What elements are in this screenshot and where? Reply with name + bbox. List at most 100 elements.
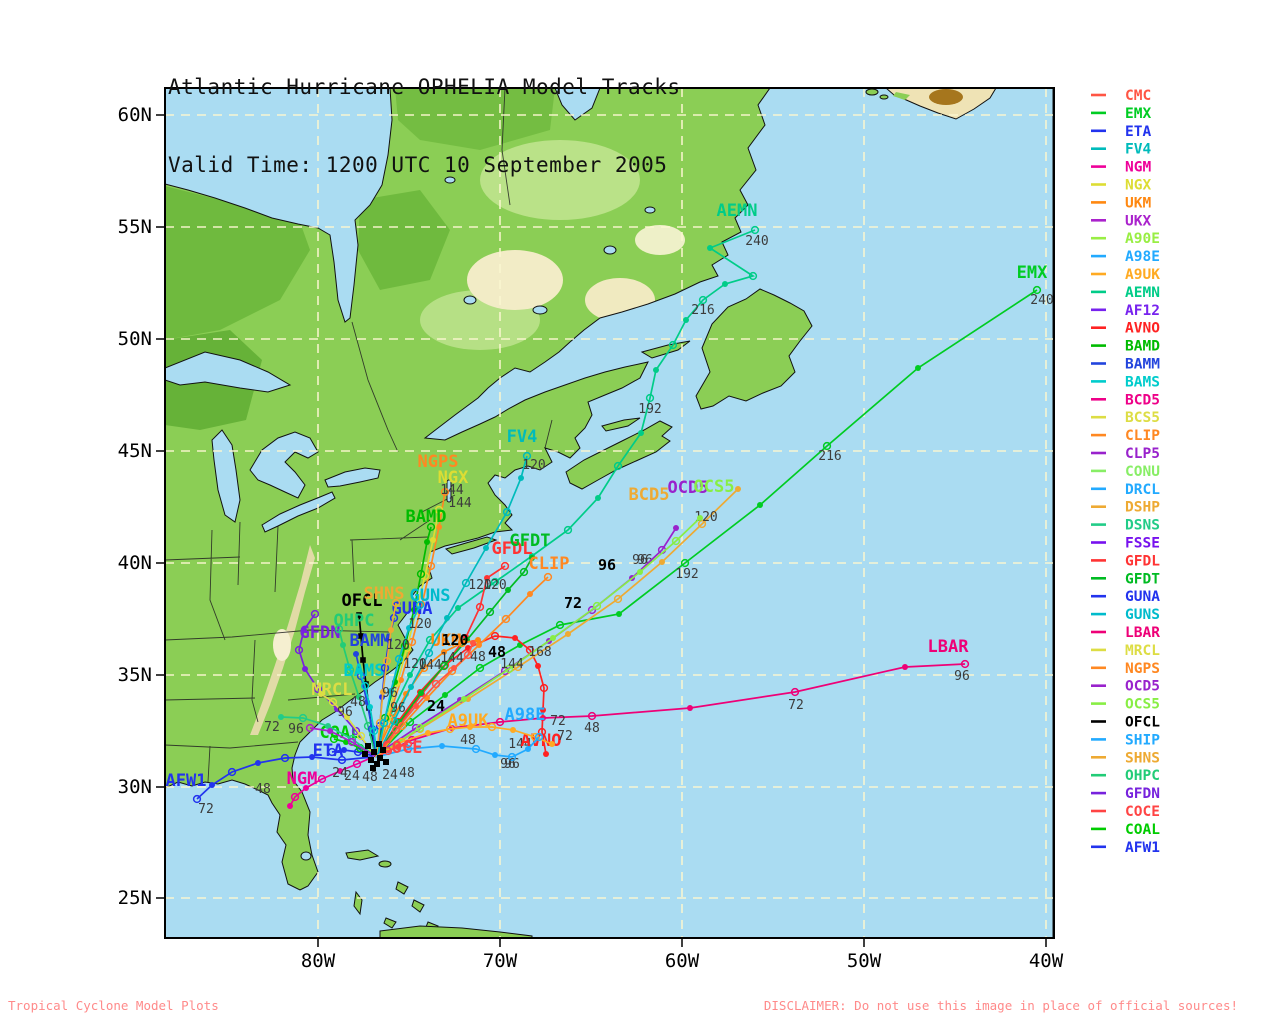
- legend-item-ngps: NGPS: [1125, 661, 1160, 677]
- track-point-filled: [492, 752, 498, 758]
- track-point-filled: [540, 707, 546, 713]
- legend-item-bcs5: BCS5: [1125, 410, 1160, 426]
- track-point-filled: [444, 615, 450, 621]
- track-label-ngps: NGPS: [418, 452, 459, 472]
- track-point-filled: [430, 537, 436, 543]
- track-point-open: [613, 594, 623, 604]
- lat-tick-label: 25N: [118, 887, 152, 909]
- lat-tick-label: 55N: [118, 216, 152, 238]
- track-point-open: [502, 507, 512, 517]
- legend-item-ship: SHIP: [1125, 732, 1160, 748]
- track-point-open: [328, 697, 338, 707]
- track-point-filled: [327, 728, 333, 734]
- legend-item-cmc: CMC: [1125, 88, 1151, 104]
- forecast-hour-label: 48: [584, 721, 600, 736]
- track-ukm: [375, 639, 479, 755]
- track-point-filled: [757, 502, 763, 508]
- track-point-filled: [735, 486, 741, 492]
- track-label-shns: SHNS: [364, 584, 405, 604]
- track-label-ngm: NGM: [287, 769, 318, 789]
- track-point-open: [507, 752, 517, 762]
- track-gfdl: [377, 565, 506, 757]
- legend-item-shns: SHNS: [1125, 750, 1160, 766]
- track-point-filled: [595, 495, 601, 501]
- track-afw1: [196, 756, 373, 800]
- initial-point-square: [370, 765, 376, 771]
- track-point-filled: [309, 754, 315, 760]
- track-point-open: [463, 650, 473, 660]
- track-label-bams: BAMS: [344, 661, 385, 681]
- legend-item-bcd5: BCD5: [1125, 392, 1160, 408]
- track-point-open: [671, 536, 681, 546]
- track-point-square: [363, 681, 369, 687]
- track-label-afw1: AFW1: [166, 771, 207, 791]
- track-label-gfdn: GFDN: [300, 623, 341, 643]
- track-point-filled: [549, 741, 555, 747]
- track-point-filled: [550, 635, 556, 641]
- track-lbar: [374, 663, 966, 758]
- track-label-ngx: NGX: [438, 468, 469, 488]
- legend-item-ohpc: OHPC: [1125, 768, 1160, 784]
- track-point-filled: [451, 665, 457, 671]
- track-label-emx: EMX: [1017, 263, 1048, 283]
- initial-point-square: [362, 751, 368, 757]
- track-point-filled: [340, 642, 346, 648]
- track-point-open: [440, 487, 450, 497]
- track-point-filled: [411, 607, 417, 613]
- forecast-hour-label: 96: [390, 701, 406, 716]
- track-point-open: [668, 340, 678, 350]
- track-point-open: [345, 665, 355, 675]
- forecast-hour-label: 24: [332, 766, 348, 781]
- legend-item-coce: COCE: [1125, 804, 1160, 820]
- track-label-ocd5: OCD5: [668, 478, 709, 498]
- track-point-open: [369, 726, 379, 736]
- track-point-open: [290, 792, 300, 802]
- track-point-open: [539, 683, 549, 693]
- track-point-open: [519, 567, 529, 577]
- track-point-filled: [722, 281, 728, 287]
- islands: [300, 88, 997, 938]
- track-label-bcd5: BCD5: [629, 485, 670, 505]
- track-point-filled: [209, 782, 215, 788]
- track-label-gfdl: GFDL: [492, 539, 533, 559]
- track-ukx: [309, 727, 376, 757]
- lat-tick-label: 40N: [118, 552, 152, 574]
- track-label-aemn: AEMN: [717, 201, 758, 221]
- initial-point-square: [371, 749, 377, 755]
- track-point-open: [298, 713, 308, 723]
- track-gfdn: [298, 613, 375, 755]
- track-point-filled: [476, 642, 482, 648]
- track-point-open: [490, 631, 500, 641]
- legend-item-ofcl: OFCL: [1125, 715, 1160, 731]
- track-aemn: [375, 229, 756, 751]
- track-point-open: [457, 638, 467, 648]
- track-point-filled: [353, 651, 359, 657]
- track-label-bamm: BAMM: [350, 631, 391, 651]
- forecast-hour-label: 144: [448, 496, 472, 511]
- track-point-filled: [475, 637, 481, 643]
- track-point-open: [555, 620, 565, 630]
- forecast-hour-label: 96: [288, 722, 304, 737]
- track-point-filled: [318, 691, 324, 697]
- anticosti-island: [640, 340, 691, 359]
- forecast-hour-label: 72: [557, 729, 573, 744]
- track-point-filled: [915, 365, 921, 371]
- track-point-filled: [527, 591, 533, 597]
- track-point-open: [367, 724, 377, 734]
- forecast-hour-label: 96: [382, 686, 398, 701]
- legend-item-mrcl: MRCL: [1125, 643, 1160, 659]
- track-point-filled: [543, 751, 549, 757]
- track-label-lbar: LBAR: [928, 637, 970, 657]
- track-point-filled: [902, 664, 908, 670]
- track-point-filled: [301, 627, 307, 633]
- track-point-square: [356, 612, 362, 618]
- track-label-fv4: FV4: [507, 427, 538, 447]
- initial-point-square: [376, 741, 382, 747]
- newfoundland: [695, 288, 813, 410]
- track-point-open: [440, 660, 450, 670]
- track-point-open: [495, 717, 505, 727]
- legend-item-a90e: A90E: [1125, 231, 1160, 247]
- page-title: Atlantic Hurricane OPHELIA Model Tracks …: [168, 22, 681, 230]
- forecast-hour-label: 216: [818, 449, 841, 464]
